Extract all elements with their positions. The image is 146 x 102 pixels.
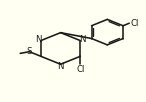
Text: N: N	[57, 62, 64, 71]
Text: Cl: Cl	[131, 19, 139, 28]
Text: N: N	[80, 35, 86, 44]
Text: S: S	[27, 47, 32, 56]
Text: N: N	[35, 35, 42, 44]
Text: Cl: Cl	[76, 65, 84, 74]
